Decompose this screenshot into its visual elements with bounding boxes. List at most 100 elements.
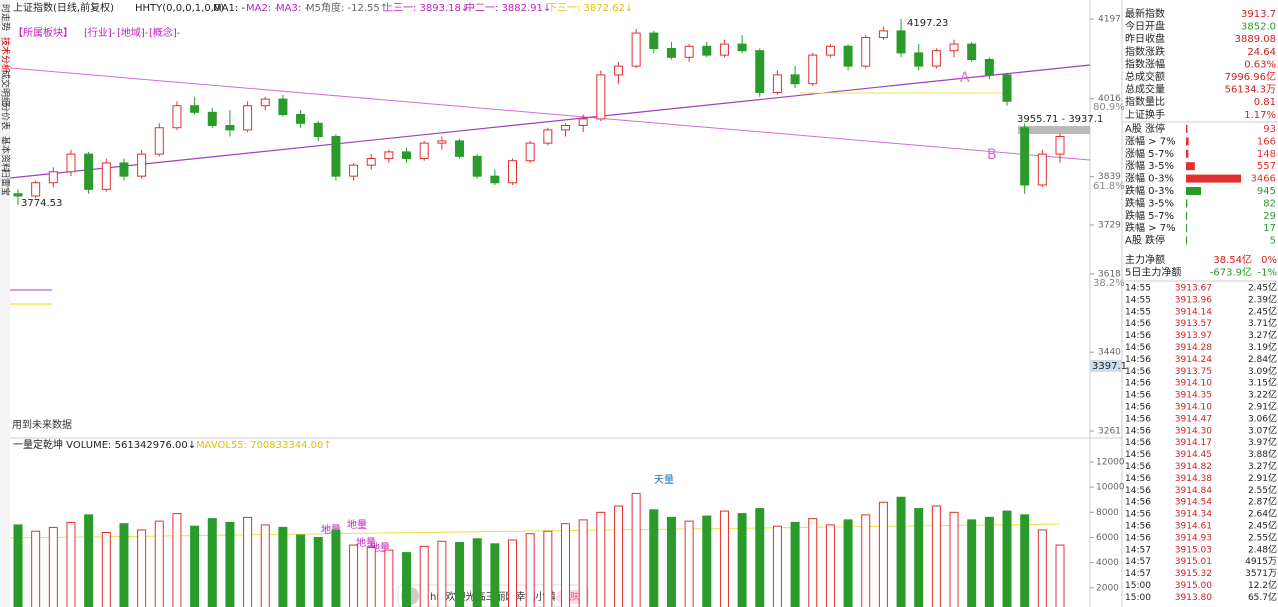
breadth-value: 557 <box>1257 161 1276 172</box>
volume-bar <box>1020 514 1030 607</box>
volume-bar <box>366 547 376 607</box>
sector-link[interactable]: [行业]- <box>84 26 116 39</box>
sidebar-tab[interactable]: 扫雷宝 <box>0 169 12 196</box>
candle-body <box>313 122 323 138</box>
capital-pct: -1% <box>1258 268 1277 279</box>
breadth-label: 跌幅 5-7% <box>1125 209 1174 222</box>
tick-price: 3914.47 <box>1175 414 1212 424</box>
sidebar-tab[interactable]: 技术分析 <box>0 37 12 73</box>
candle-body <box>137 153 147 177</box>
tick-price: 3914.24 <box>1175 355 1212 365</box>
breadth-value: 945 <box>1257 186 1276 197</box>
tick-amount: 2.39亿 <box>1248 293 1277 305</box>
tick-amount: 2.45亿 <box>1248 305 1277 317</box>
breadth-bar <box>1186 187 1201 195</box>
candle-body <box>1037 153 1047 186</box>
candle-body <box>649 32 659 49</box>
tick-time: 15:00 <box>1125 581 1151 591</box>
breadth-label: 涨幅 5-7% <box>1125 147 1174 160</box>
volume-bar <box>437 540 447 607</box>
tick-amount: 4915万 <box>1245 557 1277 567</box>
tick-time: 14:56 <box>1125 343 1151 353</box>
trend-line <box>9 64 1091 179</box>
quote-label: 最新指数 <box>1125 7 1165 20</box>
volume-bar <box>190 525 200 607</box>
candle-body <box>560 125 570 131</box>
volume-bar <box>472 538 482 607</box>
candle-body <box>154 127 164 155</box>
breadth-value: 5 <box>1270 236 1276 247</box>
tick-time: 14:56 <box>1125 438 1151 448</box>
chart-title: 上证指数(日线,前复权) <box>13 1 114 14</box>
volume-bar <box>861 514 871 607</box>
candle-body <box>1002 74 1012 102</box>
sector-link[interactable]: 【所属板块】 <box>13 26 73 39</box>
volume-bar <box>313 537 323 607</box>
tick-amount: 2.87亿 <box>1248 496 1277 508</box>
tick-amount: 2.45亿 <box>1248 520 1277 532</box>
breadth-label: 跌幅 0-3% <box>1125 184 1174 197</box>
tick-price: 3915.01 <box>1175 557 1212 567</box>
candle-body <box>666 47 676 58</box>
breadth-bar <box>1186 174 1241 183</box>
range-box <box>1018 126 1090 134</box>
candle-body <box>225 125 235 131</box>
breadth-label: A股 涨停 <box>1125 122 1165 135</box>
quote-value: 24.64 <box>1247 47 1276 58</box>
tick-time: 14:56 <box>1125 403 1151 413</box>
candle-body <box>543 129 553 144</box>
volume-bar <box>260 524 270 607</box>
pct-label: 38.2% <box>1093 278 1125 289</box>
indicator: HHTY(0,0,0,1,0,0) <box>135 3 224 14</box>
tick-time: 14:56 <box>1125 414 1151 424</box>
candle-body <box>825 45 835 56</box>
volume-bar <box>508 539 518 607</box>
candle-body <box>48 171 58 184</box>
volume-bar <box>843 519 853 607</box>
volume-bar <box>31 530 41 607</box>
sector-link[interactable]: [地域]- <box>117 26 149 39</box>
sector-link[interactable]: [概念]- <box>149 26 181 39</box>
tick-amount: 3.27亿 <box>1248 460 1277 472</box>
quote-value: 1.17% <box>1244 110 1276 121</box>
tick-time: 14:57 <box>1125 569 1151 579</box>
sidebar-tab[interactable]: 成交明细 <box>0 70 12 106</box>
volume-bar <box>119 523 129 607</box>
price-marker <box>1090 360 1122 372</box>
candle-body <box>490 175 500 184</box>
volume-bar <box>525 533 535 607</box>
capital-label: 主力净额 <box>1125 253 1165 266</box>
pct-label: 80.9% <box>1093 102 1125 113</box>
high-label: 4197.23 <box>907 18 948 29</box>
breadth-bar <box>1186 236 1187 245</box>
breadth-value: 29 <box>1263 211 1276 222</box>
candle-body <box>331 136 341 177</box>
tick-amount: 2.55亿 <box>1248 531 1277 543</box>
candle-body <box>772 74 782 94</box>
candle-body <box>101 162 111 190</box>
y-tick-label: 6000 <box>1096 533 1119 543</box>
sidebar-tab[interactable]: 时走势 <box>0 4 12 31</box>
sidebar-tab[interactable]: 基本资料 <box>0 136 12 172</box>
ground-volume: 地量 <box>347 518 367 531</box>
capital-pct: 0% <box>1261 255 1277 266</box>
volume-bar <box>543 530 553 607</box>
volume-bar <box>878 501 888 607</box>
tick-price: 3914.30 <box>1175 426 1212 436</box>
candle-body <box>13 193 23 197</box>
sidebar-tab[interactable]: 分价表 <box>0 103 12 130</box>
candle-body <box>419 142 429 160</box>
quote-value: 7996.96亿 <box>1225 70 1276 83</box>
capital-value: -673.9亿 <box>1210 266 1252 279</box>
candle-body <box>578 118 588 127</box>
breadth-value: 82 <box>1263 198 1276 209</box>
volume-bar <box>137 529 147 607</box>
tick-time: 14:56 <box>1125 522 1151 532</box>
y-tick-label: 3261 <box>1098 427 1121 437</box>
volume-bar <box>84 514 94 607</box>
volume-bar <box>737 513 747 607</box>
volume-bar <box>296 534 306 607</box>
volume-bar <box>684 520 694 607</box>
y-tick-label: 3618 <box>1098 269 1121 279</box>
volume-bar <box>631 492 641 607</box>
